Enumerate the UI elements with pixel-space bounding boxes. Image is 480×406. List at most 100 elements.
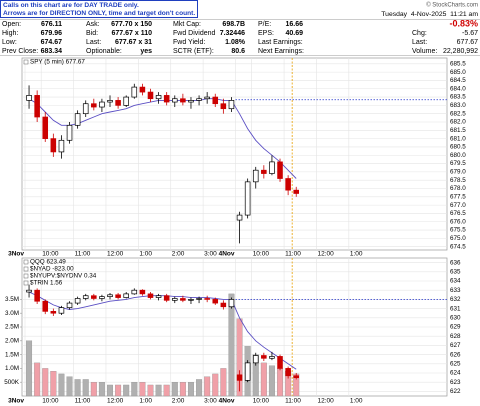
- candle-body: [269, 161, 275, 174]
- x-tick-label: 12:00: [107, 398, 124, 405]
- x-tick-label: 3:00: [204, 398, 217, 405]
- quote-value: 674.67: [41, 39, 63, 46]
- y-tick-label: 685.5: [450, 60, 466, 67]
- x-tick-label: 4Nov: [219, 251, 235, 258]
- y-tick-label: 1.5M: [5, 351, 19, 358]
- y-tick-label: 683.0: [450, 102, 466, 109]
- y-tick-label: 629: [450, 324, 461, 331]
- candle-body: [123, 96, 129, 106]
- volume-bar: [260, 362, 267, 397]
- y-tick-label: 632: [450, 296, 461, 303]
- quote-value: 677.70 x 150: [111, 21, 152, 28]
- volume-bar: [26, 340, 33, 397]
- y-tick-label: 3.5M: [5, 296, 19, 303]
- candle-body: [115, 100, 121, 106]
- legend-entry: QQQ 623.49: [30, 259, 66, 266]
- volume-bar: [155, 384, 162, 397]
- candle-body: [236, 214, 243, 221]
- candle-body: [228, 299, 235, 308]
- copyright: © StockCharts.com: [426, 2, 478, 9]
- quote-label: Open:: [2, 21, 21, 28]
- candle-body: [147, 293, 154, 298]
- y-tick-label: 674.5: [450, 243, 466, 250]
- candle-body: [91, 103, 97, 108]
- notice-box: [0, 0, 198, 18]
- candle-body: [163, 95, 170, 103]
- candle-body: [107, 294, 113, 297]
- candle-body: [244, 181, 251, 216]
- y-tick-label: 682.5: [450, 110, 466, 117]
- candle-body: [26, 289, 32, 293]
- y-tick-label: 500K: [4, 379, 20, 386]
- y-tick-label: 676.0: [450, 218, 466, 225]
- candle-body: [277, 356, 283, 369]
- candle-body: [261, 169, 267, 174]
- quote-value: 40.69: [285, 30, 303, 37]
- legend-swatch: [23, 280, 29, 286]
- candle-body: [172, 98, 178, 103]
- x-tick-label: 1:00: [350, 398, 363, 405]
- plot-area: [21, 57, 448, 251]
- x-tick-label: 12:00: [107, 251, 124, 258]
- summary-value: 22,280,992: [443, 48, 478, 55]
- y-tick-label: 675.5: [450, 227, 466, 234]
- y-tick-label: 636: [450, 259, 461, 266]
- legend-entry: $NYUPV:$NYDNV 0.34: [30, 273, 97, 280]
- quote-label: Fwd Yield:: [173, 39, 205, 46]
- x-tick-label: 11:00: [75, 251, 91, 258]
- quote-label: Last Earnings:: [258, 39, 303, 46]
- candle-body: [50, 138, 57, 153]
- volume-bar: [66, 376, 73, 397]
- volume-bar: [107, 384, 113, 397]
- y-tick-label: 634: [450, 278, 461, 285]
- candle-body: [34, 289, 40, 302]
- legend-entry: $NYAD -823.00: [30, 266, 74, 273]
- y-tick-label: 680.5: [450, 144, 466, 151]
- y-tick-label: 675.0: [450, 235, 466, 242]
- quote-value: 677.67 x 31: [115, 39, 152, 46]
- x-tick-label: 11:00: [285, 398, 301, 405]
- volume-bar: [187, 382, 194, 397]
- y-tick-label: 684.0: [450, 85, 466, 92]
- y-tick-label: 681.5: [450, 127, 466, 134]
- candle-body: [50, 311, 57, 314]
- volume-bar: [228, 293, 235, 397]
- x-tick-label: 10:00: [42, 251, 59, 258]
- y-tick-label: 623: [450, 379, 461, 386]
- average-line: [28, 98, 297, 179]
- volume-bar: [42, 368, 49, 397]
- volume-bar: [163, 384, 170, 397]
- candle-body: [82, 103, 89, 115]
- quote-label: High:: [2, 30, 18, 37]
- summary-value: -5.67: [462, 30, 478, 37]
- candle-body: [163, 295, 170, 301]
- quote-value: 683.34: [41, 48, 63, 55]
- y-tick-label: 622: [450, 388, 461, 395]
- candle-body: [147, 91, 154, 100]
- candle-body: [269, 356, 275, 359]
- y-tick-label: 678.5: [450, 177, 466, 184]
- candle-body: [99, 296, 105, 299]
- y-tick-label: 3.0M: [5, 310, 19, 317]
- summary-value: 677.67: [457, 39, 479, 46]
- average-line: [28, 291, 297, 370]
- quote-label: Low:: [2, 39, 17, 46]
- legend-entry: SPY (5 min) 677.67: [30, 59, 85, 66]
- candle-body: [139, 289, 146, 295]
- quote-label: SCTR (ETF):: [173, 48, 214, 55]
- volume-bar: [98, 382, 105, 397]
- volume-bar: [82, 379, 89, 397]
- legend-swatch: [23, 259, 29, 265]
- y-tick-label: 624: [450, 370, 461, 377]
- candle-body: [155, 95, 162, 100]
- quote-value: 676.11: [41, 21, 62, 28]
- candle-body: [74, 113, 81, 126]
- y-tick-label: 628: [450, 333, 461, 340]
- x-tick-label: 3Nov: [8, 398, 24, 405]
- x-tick-label: 10:00: [253, 398, 270, 405]
- candle-body: [285, 368, 291, 377]
- y-tick-label: 679.0: [450, 169, 466, 176]
- candle-body: [180, 298, 186, 301]
- candle-body: [58, 139, 65, 153]
- candle-body: [188, 299, 194, 301]
